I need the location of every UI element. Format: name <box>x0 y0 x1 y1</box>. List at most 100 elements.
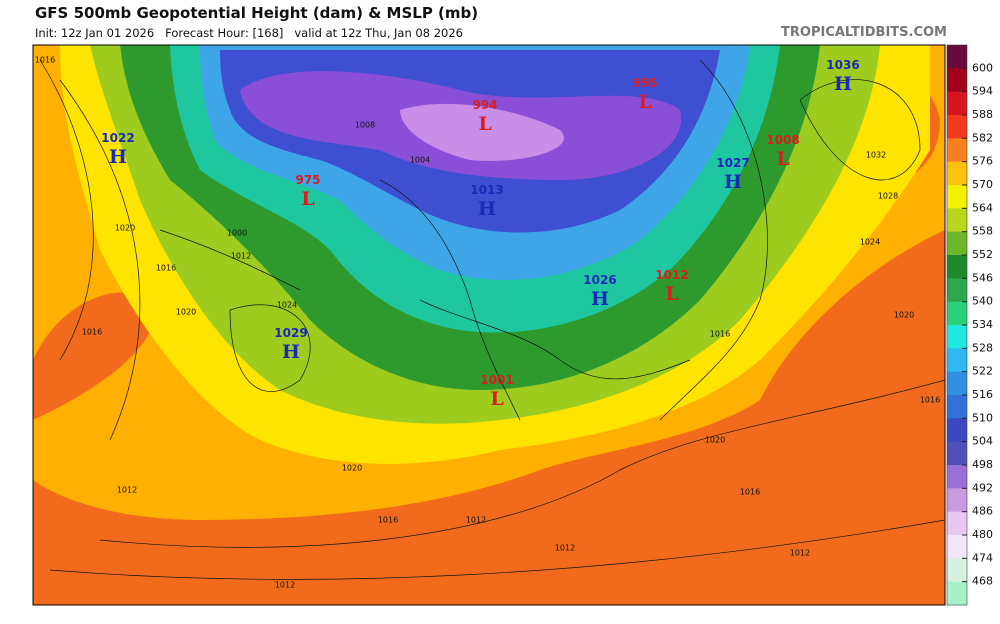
colorbar-bin <box>947 511 967 536</box>
colorbar-bin <box>947 465 967 489</box>
pressure-value: 1008 <box>766 133 799 147</box>
colorbar-label: 510 <box>972 411 993 424</box>
colorbar-label: 522 <box>972 365 993 378</box>
colorbar-label: 558 <box>972 225 993 238</box>
pressure-letter: L <box>776 148 789 170</box>
colorbar-bin <box>947 535 967 559</box>
pressure-letter: L <box>665 283 678 305</box>
isobar-label: 1016 <box>378 516 398 525</box>
colorbar-bin <box>947 185 967 209</box>
isobar-label: 1020 <box>894 311 914 320</box>
pressure-letter: L <box>478 113 491 135</box>
isobar-label: 1032 <box>866 151 886 160</box>
colorbar-bin <box>947 231 967 256</box>
site-name: TROPICALTIDBITS.COM <box>781 25 947 40</box>
colorbar-label: 480 <box>972 528 993 541</box>
pressure-letter: H <box>109 146 127 168</box>
colorbar-label: 486 <box>972 505 993 518</box>
colorbar-bin <box>947 278 967 303</box>
colorbar-bin <box>947 371 967 396</box>
colorbar-label: 594 <box>972 85 993 98</box>
isobar-label: 1024 <box>277 301 297 310</box>
isobar-label: 1016 <box>920 396 940 405</box>
isobar-label: 1016 <box>82 328 102 337</box>
pressure-value: 1013 <box>470 183 503 197</box>
colorbar-bin <box>947 45 967 69</box>
pressure-value: 994 <box>472 98 497 112</box>
colorbar-bin <box>947 395 967 419</box>
isobar-label: 1012 <box>231 252 251 261</box>
colorbar-bin <box>947 115 967 139</box>
isobar-labels: 1016 1020 1016 1020 1024 1012 1016 1012 1020 1016… <box>35 56 940 590</box>
colorbar-bin <box>947 325 967 349</box>
colorbar: 600 594 588 582 576 570 564 558 552 546 540 534 528 5… <box>946 44 993 606</box>
isobar-label: 1012 <box>555 544 575 553</box>
isobar-label: 1020 <box>115 224 135 233</box>
colorbar-label: 474 <box>972 551 993 564</box>
colorbar-label: 600 <box>972 61 993 74</box>
pressure-letter: H <box>591 288 609 310</box>
colorbar-label: 576 <box>972 155 993 168</box>
colorbar-label: 468 <box>972 575 993 588</box>
colorbar-bin <box>947 91 967 116</box>
colorbar-label: 492 <box>972 481 993 494</box>
isobar-label: 1016 <box>35 56 55 65</box>
colorbar-bin <box>947 488 967 513</box>
pressure-letter: H <box>282 341 300 363</box>
pressure-letter: H <box>478 198 496 220</box>
isobar-label: 1012 <box>790 549 810 558</box>
colorbar-label: 552 <box>972 248 993 261</box>
pressure-value: 995 <box>632 76 657 90</box>
pressure-value: 1022 <box>101 131 134 145</box>
subtitle: Init: 12z Jan 01 2026 Forecast Hour: [16… <box>35 26 463 40</box>
colorbar-label: 546 <box>972 271 993 284</box>
colorbar-label: 588 <box>972 108 993 121</box>
colorbar-bin <box>947 348 967 373</box>
colorbar-bin <box>947 441 967 466</box>
colorbar-bin <box>947 558 967 583</box>
colorbar-bin <box>947 138 967 163</box>
pressure-value: 1026 <box>583 273 616 287</box>
colorbar-label: 498 <box>972 458 993 471</box>
colorbar-label: 540 <box>972 295 993 308</box>
colorbar-bin <box>947 255 967 279</box>
colorbar-label: 570 <box>972 178 993 191</box>
colorbar-label: 504 <box>972 435 993 448</box>
colorbar-label: 564 <box>972 201 993 214</box>
isobar-label: 1016 <box>740 488 760 497</box>
pressure-letter: H <box>834 73 852 95</box>
colorbar-bin <box>947 581 967 606</box>
isobar-label: 1000 <box>227 229 247 238</box>
title: GFS 500mb Geopotential Height (dam) & MS… <box>35 4 478 22</box>
isobar-label: 1012 <box>117 486 137 495</box>
isobar-label: 1016 <box>710 330 730 339</box>
isobar-label: 1016 <box>156 264 176 273</box>
pressure-centers: 1022H1029H975L994L995L1036H1008L1027H101… <box>101 58 859 410</box>
isobar-label: 1004 <box>410 156 430 165</box>
colorbar-bin <box>947 68 967 93</box>
colorbar-label: 534 <box>972 318 993 331</box>
map <box>32 44 946 606</box>
pressure-value: 1036 <box>826 58 859 72</box>
colorbar-label: 528 <box>972 341 993 354</box>
isobar-label: 1008 <box>355 121 375 130</box>
colorbar-bin <box>947 418 967 443</box>
colorbar-bin <box>947 208 967 233</box>
pressure-value: 975 <box>295 173 320 187</box>
pressure-value: 1027 <box>716 156 749 170</box>
isobar-label: 1028 <box>878 192 898 201</box>
isobar-label: 1024 <box>860 238 880 247</box>
pressure-letter: H <box>724 171 742 193</box>
isobar-label: 1020 <box>342 464 362 473</box>
pressure-letter: L <box>490 388 503 410</box>
isobar-label: 1012 <box>466 516 486 525</box>
pressure-letter: L <box>301 188 314 210</box>
colorbar-bin <box>947 301 967 326</box>
pressure-value: 1001 <box>480 373 513 387</box>
pressure-letter: L <box>638 91 651 113</box>
colorbar-label: 582 <box>972 131 993 144</box>
isobar-label: 1020 <box>705 436 725 445</box>
isobar-label: 1020 <box>176 308 196 317</box>
pressure-value: 1012 <box>655 268 688 282</box>
